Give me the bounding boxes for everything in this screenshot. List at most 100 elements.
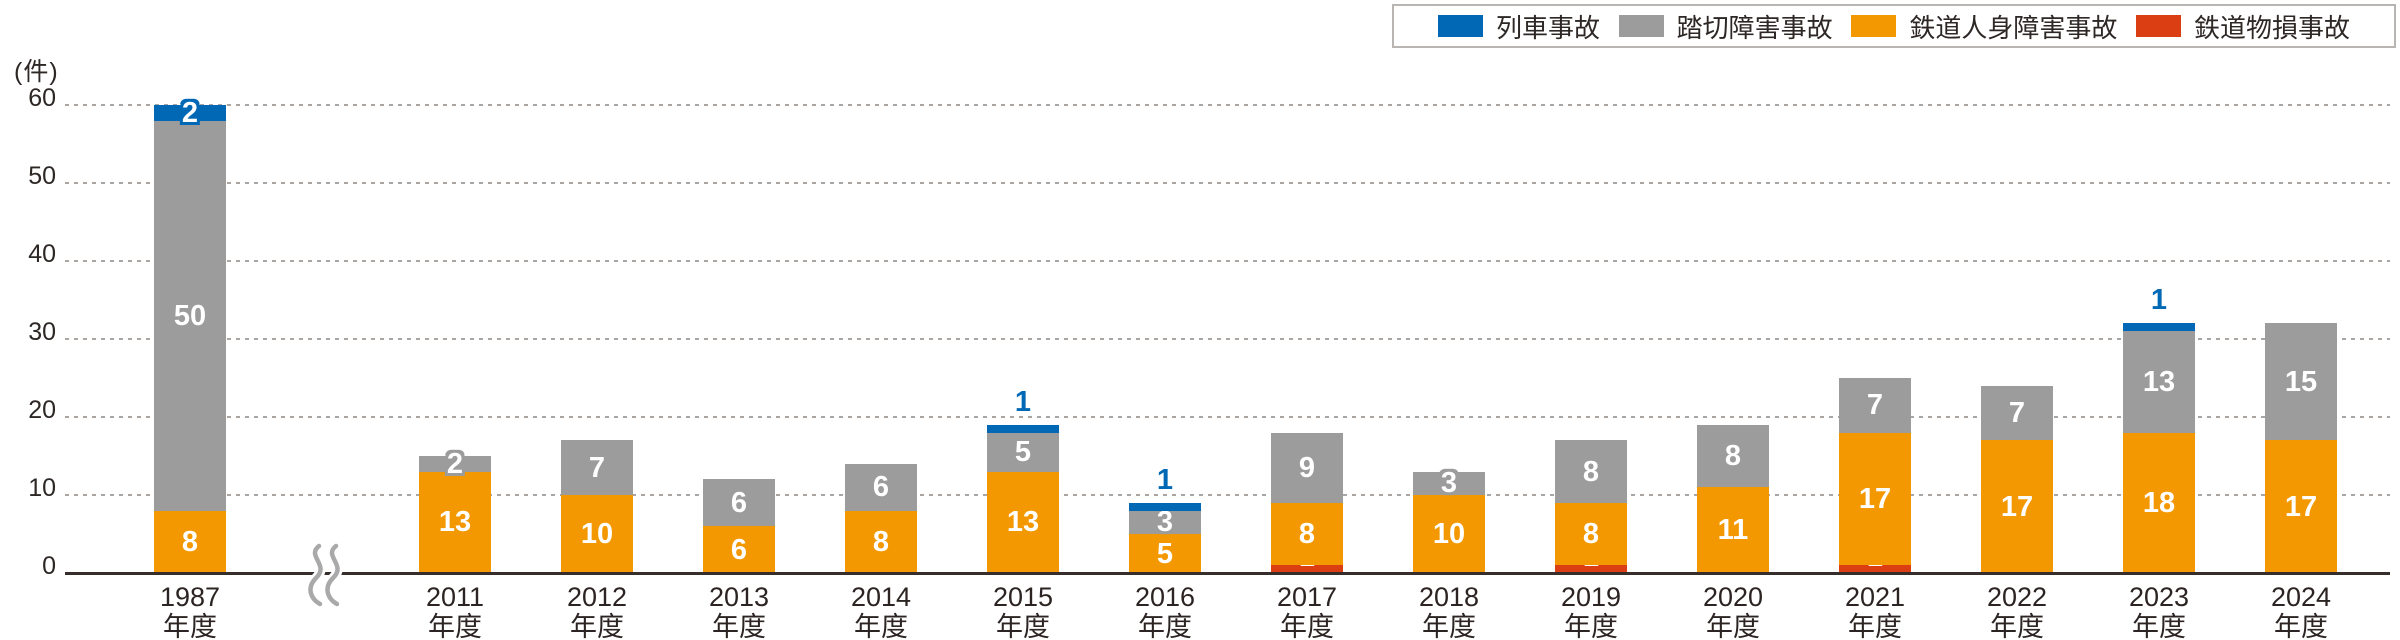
bar-segment-personal-injury-2018: 10 (1413, 495, 1485, 573)
y-tick-label-10: 10 (28, 474, 56, 502)
bar-segment-crossing-obstruction-2020: 8 (1697, 424, 1769, 488)
x-axis-year-suffix: 年度 (1848, 612, 1902, 640)
x-axis-label-2024: 2024 年度 (2226, 582, 2376, 640)
gridline-40 (65, 260, 2390, 262)
segment-value-label: 10 (1432, 518, 1466, 550)
x-axis-label-2016: 2016 年度 (1090, 582, 1240, 640)
bar-segment-crossing-obstruction-2019: 8 (1555, 440, 1627, 503)
x-axis-year: 2017 (1276, 582, 1338, 612)
x-axis-year-suffix: 年度 (1280, 612, 1334, 640)
x-axis-label-2021: 2021 年度 (1800, 582, 1950, 640)
segment-value-label: 17 (1858, 482, 1892, 515)
y-tick-label-20: 20 (28, 396, 56, 424)
x-axis-year: 2020 (1702, 582, 1764, 612)
segment-value-label: 8 (181, 525, 199, 558)
train-accident-value-above-2015: 1 (1014, 385, 1032, 418)
segment-value-label: 15 (2284, 365, 2318, 398)
bar-segment-personal-injury-2021: 17 (1839, 432, 1911, 566)
legend-item-property-damage: 鉄道物損事故 (2135, 8, 2350, 45)
segment-value-label: 13 (1006, 506, 1040, 539)
x-axis-year: 2024 (2270, 582, 2332, 612)
x-axis-year: 2013 (708, 582, 770, 612)
segment-value-label: 8 (1582, 518, 1600, 550)
gridline-30 (65, 338, 2390, 340)
segment-value-label: 6 (872, 471, 890, 504)
x-axis-label-2020: 2020 年度 (1658, 582, 1808, 640)
x-axis-label-2017: 2017 年度 (1232, 582, 1382, 640)
x-axis-year-suffix: 年度 (163, 612, 217, 640)
bar-segment-crossing-obstruction-2013: 6 (703, 479, 775, 527)
y-tick-label-0: 0 (42, 552, 56, 580)
segment-value-label: 11 (1717, 514, 1749, 547)
x-axis-label-2011: 2011 年度 (380, 582, 530, 640)
x-axis-year-suffix: 年度 (1422, 612, 1476, 640)
x-axis-year-suffix: 年度 (1138, 612, 1192, 640)
y-tick-label-30: 30 (28, 318, 56, 346)
bar-segment-crossing-obstruction-2023: 13 (2123, 331, 2195, 433)
segment-value-label: 10 (580, 518, 614, 550)
x-axis-line (65, 572, 2390, 575)
x-axis-label-2015: 2015 年度 (948, 582, 1098, 640)
bar-segment-personal-injury-2020: 11 (1697, 487, 1769, 573)
legend-swatch-train-accident (1438, 15, 1483, 37)
bar-segment-personal-injury-2022: 17 (1981, 440, 2053, 573)
segment-value-label: 5 (1156, 537, 1174, 570)
x-axis-year-suffix: 年度 (712, 612, 766, 640)
x-axis-label-2023: 2023 年度 (2084, 582, 2234, 640)
bar-segment-crossing-obstruction-2021: 7 (1839, 378, 1911, 433)
legend-swatch-personal-injury (1851, 15, 1897, 37)
bar-segment-personal-injury-2015: 13 (987, 471, 1059, 573)
x-axis-year: 1987 (159, 582, 221, 612)
legend-label-train-accident: 列車事故 (1496, 12, 1601, 43)
bar-segment-personal-injury-2023: 18 (2123, 432, 2195, 573)
x-axis-label-1987: 1987 年度 (115, 582, 265, 640)
gridline-20 (65, 416, 2390, 418)
segment-value-label: 7 (2008, 397, 2026, 430)
x-axis-year: 2012 (566, 582, 628, 612)
x-axis-year-suffix: 年度 (2274, 612, 2328, 640)
bar-segment-personal-injury-2017: 8 (1271, 502, 1343, 566)
bar-segment-crossing-obstruction-2024: 15 (2265, 323, 2337, 441)
segment-value-label: 6 (730, 486, 748, 519)
bar-segment-crossing-obstruction-2022: 7 (1981, 385, 2053, 441)
x-axis-year-suffix: 年度 (570, 612, 624, 640)
bar-segment-personal-injury-2014: 8 (845, 510, 917, 573)
x-axis-label-2014: 2014 年度 (806, 582, 956, 640)
bar-segment-personal-injury-2016: 5 (1129, 534, 1201, 573)
y-tick-label-50: 50 (28, 162, 56, 190)
bar-segment-crossing-obstruction-2017: 9 (1271, 432, 1343, 503)
segment-value-label: 13 (2142, 365, 2176, 398)
segment-value-label: 3 (1440, 467, 1458, 500)
x-axis-label-2019: 2019 年度 (1516, 582, 1666, 640)
legend: 列車事故 踏切障害事故 鉄道人身障害事故 鉄道物損事故 (1392, 4, 2396, 48)
segment-value-label: 2 (446, 447, 464, 480)
legend-swatch-property-damage (2135, 15, 2181, 37)
x-axis-year: 2021 (1844, 582, 1906, 612)
legend-item-train-accident: 列車事故 (1438, 8, 1600, 45)
x-axis-label-2013: 2013 年度 (664, 582, 814, 640)
x-axis-year-suffix: 年度 (1706, 612, 1760, 640)
segment-value-label: 2 (181, 96, 199, 129)
segment-value-label: 8 (1582, 455, 1600, 488)
x-axis-year: 2023 (2128, 582, 2190, 612)
x-axis-year-suffix: 年度 (2132, 612, 2186, 640)
bar-segment-personal-injury-2012: 10 (561, 495, 633, 573)
x-axis-year: 2019 (1560, 582, 1622, 612)
x-axis-year-suffix: 年度 (996, 612, 1050, 640)
segment-value-label: 7 (1866, 389, 1884, 422)
bar-segment-crossing-obstruction-2012: 7 (561, 440, 633, 495)
bar-segment-personal-injury-2011: 13 (419, 471, 491, 573)
bar-segment-train-accident-2015 (987, 424, 1059, 433)
bar-segment-personal-injury-1987: 8 (154, 510, 226, 573)
segment-value-label: 8 (1724, 440, 1742, 472)
bar-segment-train-accident-2023 (2123, 323, 2195, 332)
x-axis-year: 2018 (1418, 582, 1480, 612)
gridline-10 (65, 494, 2390, 496)
legend-swatch-crossing-obstruction (1618, 15, 1664, 37)
x-axis-year-suffix: 年度 (854, 612, 908, 640)
segment-value-label: 50 (173, 299, 207, 332)
x-axis-year: 2022 (1986, 582, 2048, 612)
legend-label-personal-injury: 鉄道人身障害事故 (1909, 12, 2118, 43)
x-axis-year: 2011 (425, 582, 485, 612)
